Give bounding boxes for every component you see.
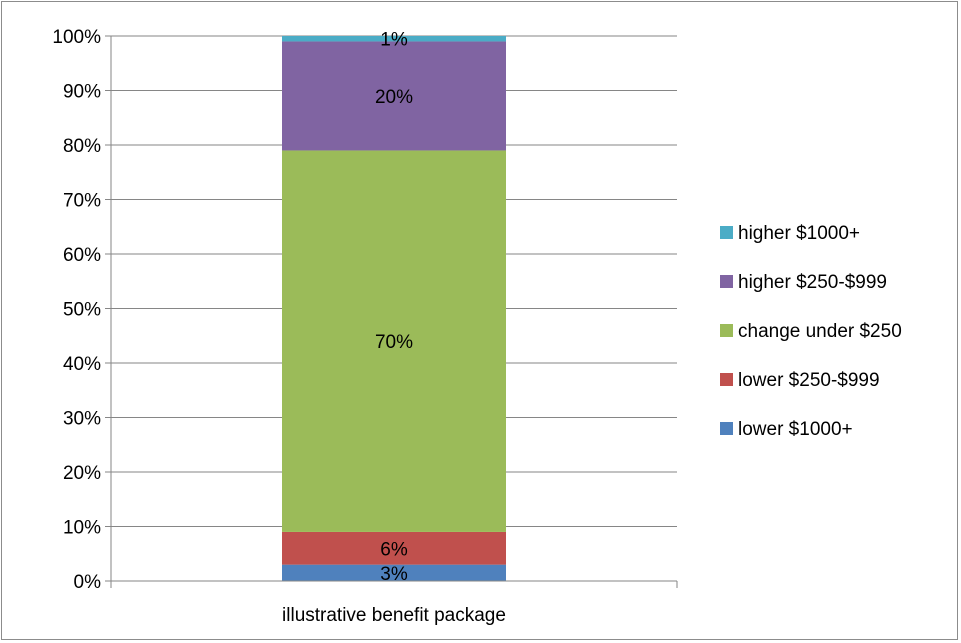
y-tick-label: 20%: [63, 463, 101, 484]
y-tick-label: 10%: [63, 518, 101, 539]
legend-item-label: higher $1000+: [738, 223, 860, 244]
legend-swatch: [720, 275, 733, 288]
y-tick-label: 30%: [63, 409, 101, 430]
y-tick-label: 80%: [63, 136, 101, 157]
y-tick-label: 0%: [74, 572, 102, 593]
bar-segment-higher-250-999: [282, 41, 506, 151]
x-category-label: illustrative benefit package: [282, 605, 506, 626]
axes: 0% 10% 20% 30% 40% 50% 60% 70% 80% 90% 100% illustr…: [52, 27, 678, 626]
legend-swatch: [720, 373, 733, 386]
y-tick-label: 50%: [63, 300, 101, 321]
bar-segment-lower-250-999: [282, 531, 506, 565]
legend-swatch: [720, 422, 733, 435]
legend-item-label: lower $250-$999: [738, 370, 880, 391]
data-label: 70%: [375, 332, 413, 353]
data-label: 3%: [380, 564, 408, 585]
legend: higher $1000+ higher $250-$999 change unde…: [720, 223, 902, 440]
y-tick-label: 40%: [63, 354, 101, 375]
legend-item-label: lower $1000+: [738, 419, 853, 440]
bar-segment-lower-1000: [282, 564, 506, 581]
bar-segments: [282, 36, 506, 581]
legend-item-label: higher $250-$999: [738, 272, 887, 293]
data-label: 6%: [380, 539, 408, 560]
data-label: 1%: [380, 30, 408, 51]
y-tick-label: 100%: [52, 27, 101, 48]
y-tick-label: 90%: [63, 82, 101, 103]
data-labels: 3% 6% 70% 20% 1%: [375, 30, 413, 585]
bar-segment-higher-1000: [282, 36, 506, 42]
legend-item-label: change under $250: [738, 321, 902, 342]
y-tick-label: 60%: [63, 245, 101, 266]
bar-segment-change-under-250: [282, 150, 506, 532]
y-tick-label: 70%: [63, 191, 101, 212]
data-label: 20%: [375, 87, 413, 108]
legend-swatch: [720, 226, 733, 239]
legend-swatch: [720, 324, 733, 337]
